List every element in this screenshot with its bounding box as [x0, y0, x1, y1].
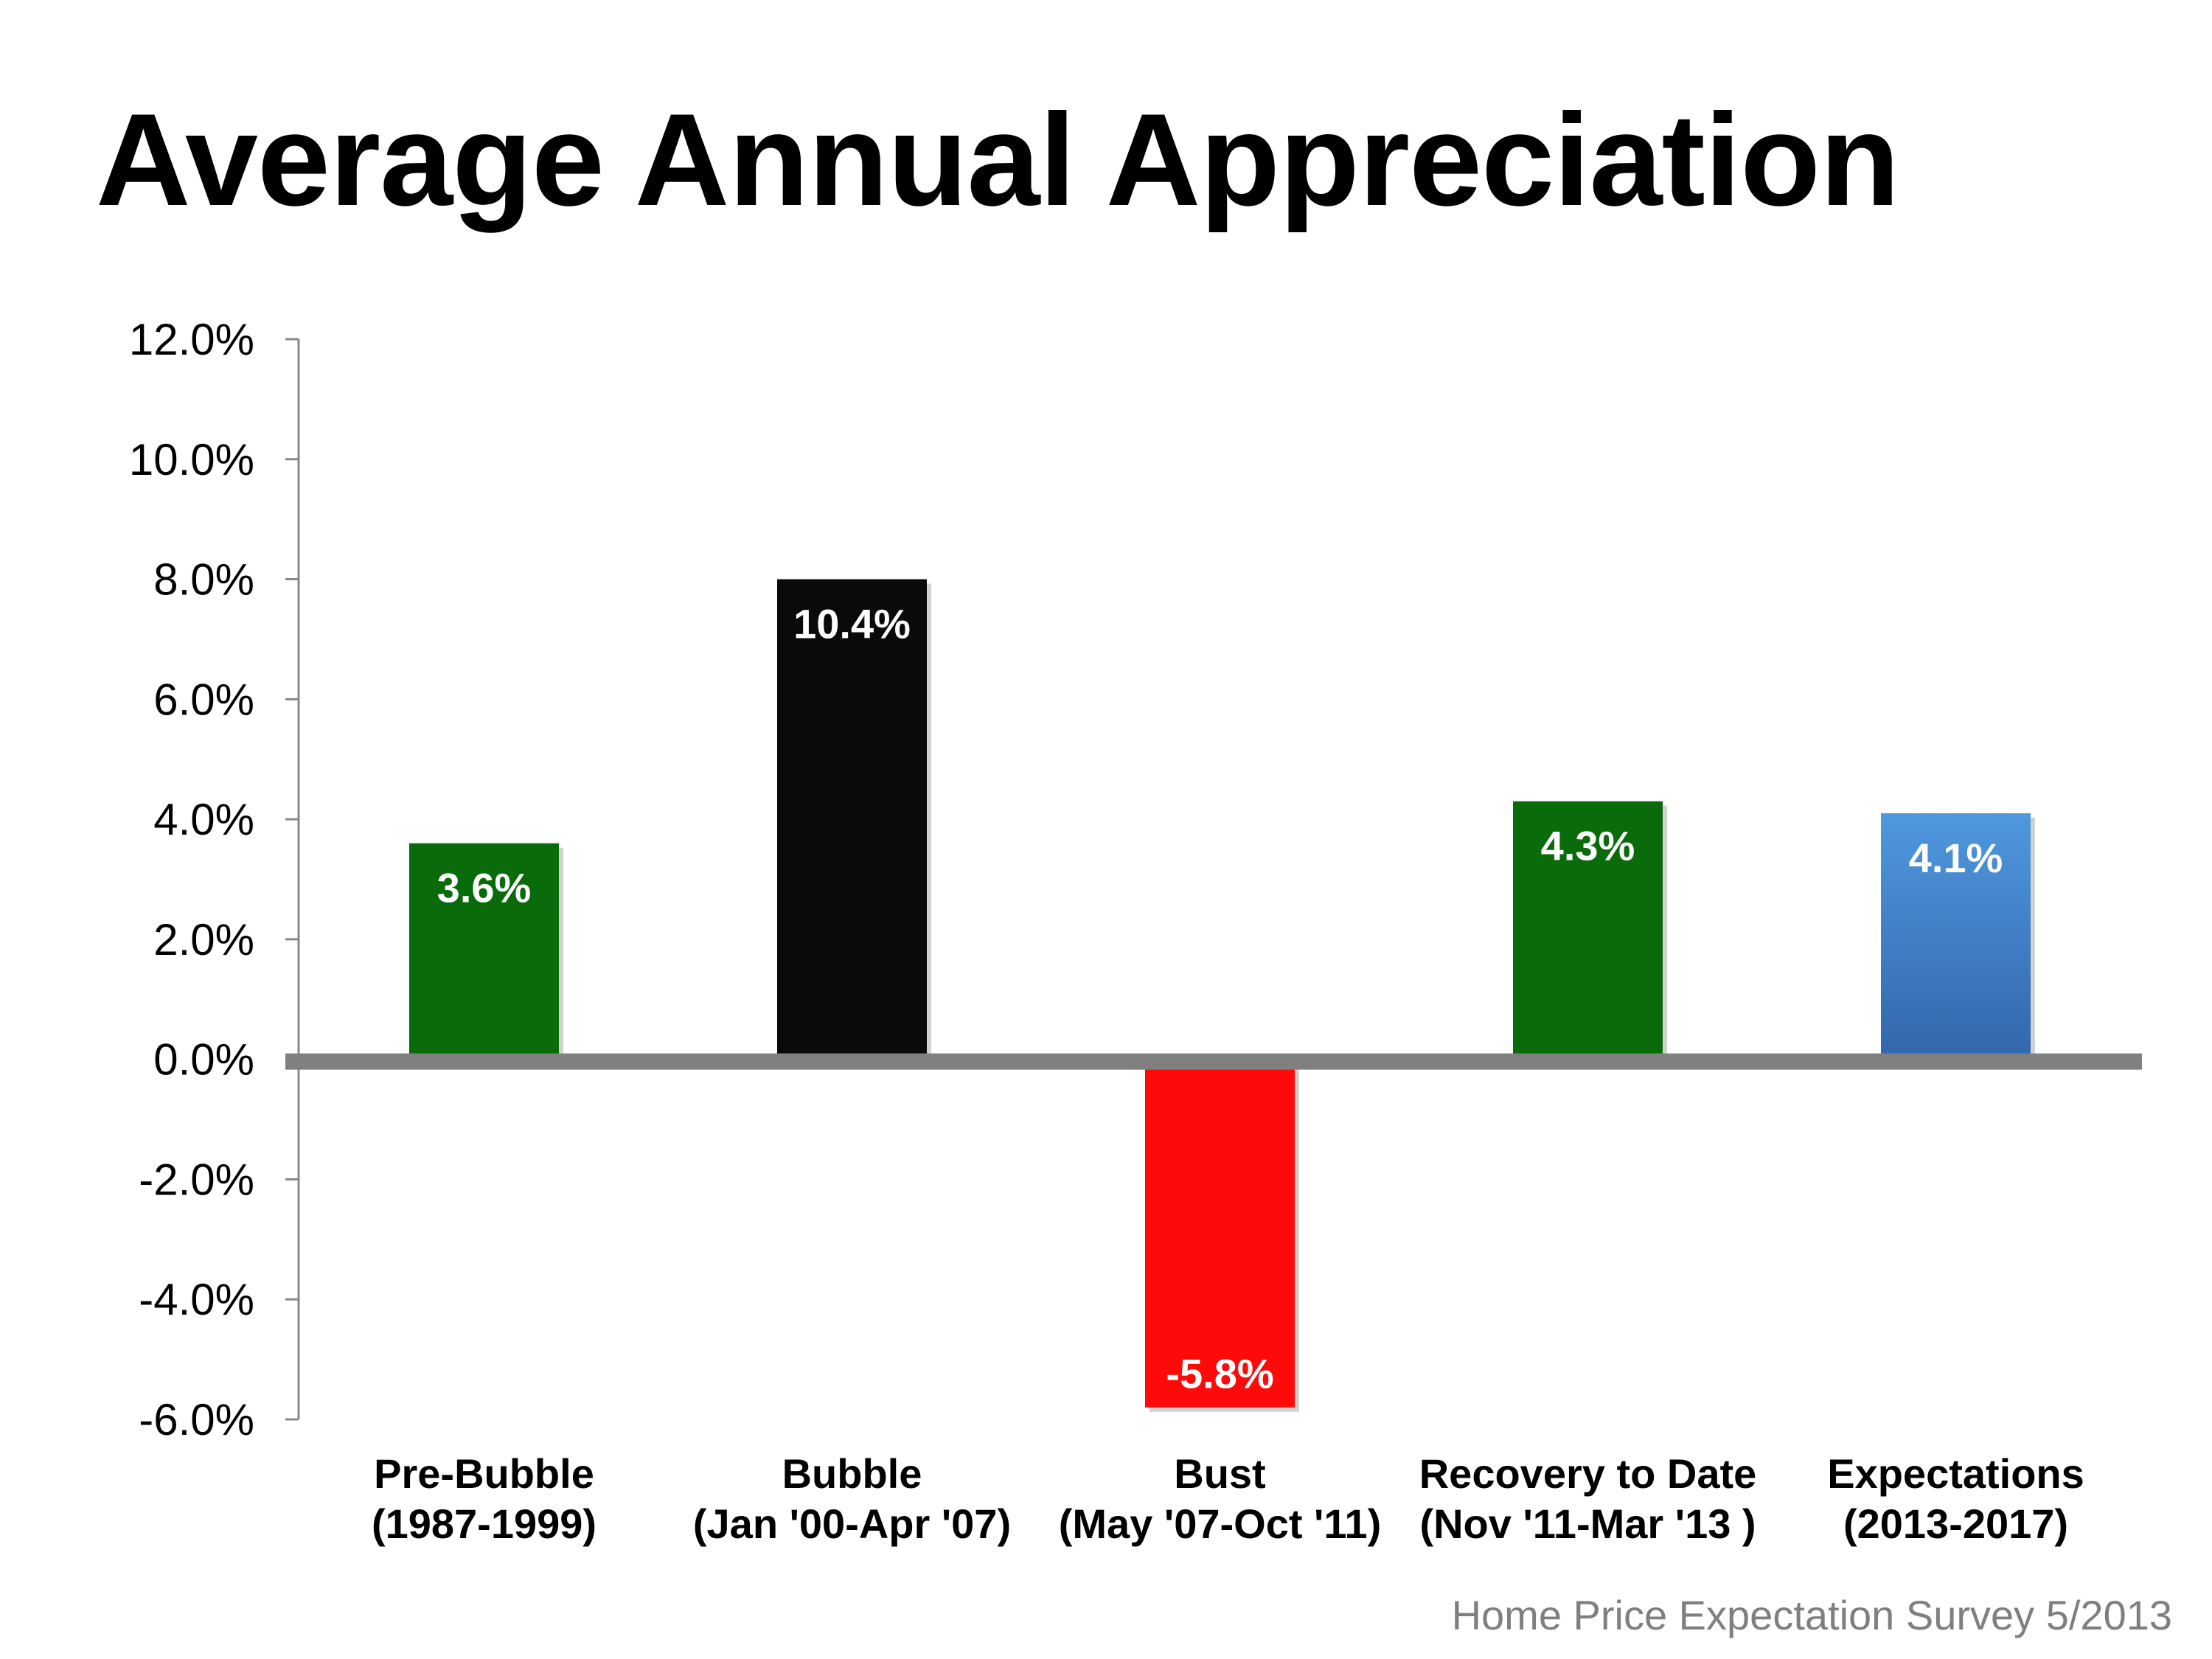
category-label: (2013-2017): [1843, 1500, 2068, 1547]
bar: [777, 579, 927, 1060]
data-label: 4.1%: [1909, 835, 2003, 881]
bar: [1513, 801, 1663, 1060]
category-label: Bust: [1174, 1450, 1265, 1497]
category-label: (May '07-Oct '11): [1059, 1500, 1381, 1547]
category-label: (Nov '11-Mar '13 ): [1419, 1500, 1756, 1547]
y-tick-label: -6.0%: [139, 1395, 254, 1444]
category-label: (1987-1999): [372, 1500, 597, 1547]
category-label: Pre-Bubble: [374, 1450, 594, 1497]
category-labels: Pre-Bubble(1987-1999) Bubble(Jan '00-Apr …: [372, 1450, 2084, 1547]
y-tick-label: 0.0%: [153, 1035, 254, 1085]
zero-line-bar: [285, 1053, 2142, 1070]
data-label: 3.6%: [437, 865, 532, 911]
chart-title: Average Annual Appreciation: [96, 86, 1900, 233]
y-tick-label: 12.0%: [129, 315, 254, 364]
data-label: 4.3%: [1541, 823, 1635, 869]
y-tick-label: 10.0%: [129, 435, 254, 484]
category-label: Expectations: [1827, 1450, 2084, 1497]
y-tick-label: 8.0%: [153, 555, 254, 605]
category-label: (Jan '00-Apr '07): [693, 1500, 1011, 1547]
bar: [1881, 813, 2031, 1060]
bars: [409, 579, 2035, 1412]
zero-line: [285, 1053, 2142, 1070]
bar: [1145, 1059, 1295, 1408]
bar: [409, 843, 559, 1060]
y-tick-label: 2.0%: [153, 915, 254, 964]
category-label: Bubble: [782, 1450, 922, 1497]
data-label: -5.8%: [1166, 1351, 1273, 1397]
source-note: Home Price Expectation Survey 5/2013: [1451, 1592, 2172, 1638]
y-axis: 12.0% 10.0% 8.0% 6.0% 4.0% 2.0% 0.0% -2.0% -4.0%…: [129, 315, 300, 1444]
y-tick-label: -2.0%: [139, 1155, 254, 1204]
y-tick-label: -4.0%: [139, 1275, 254, 1324]
data-labels: 3.6% 10.4% -5.8% 4.3% 4.1%: [437, 601, 2003, 1397]
y-tick-label: 6.0%: [153, 675, 254, 724]
y-tick-label: 4.0%: [153, 795, 254, 844]
data-label: 10.4%: [793, 601, 911, 647]
category-label: Recovery to Date: [1419, 1450, 1757, 1497]
